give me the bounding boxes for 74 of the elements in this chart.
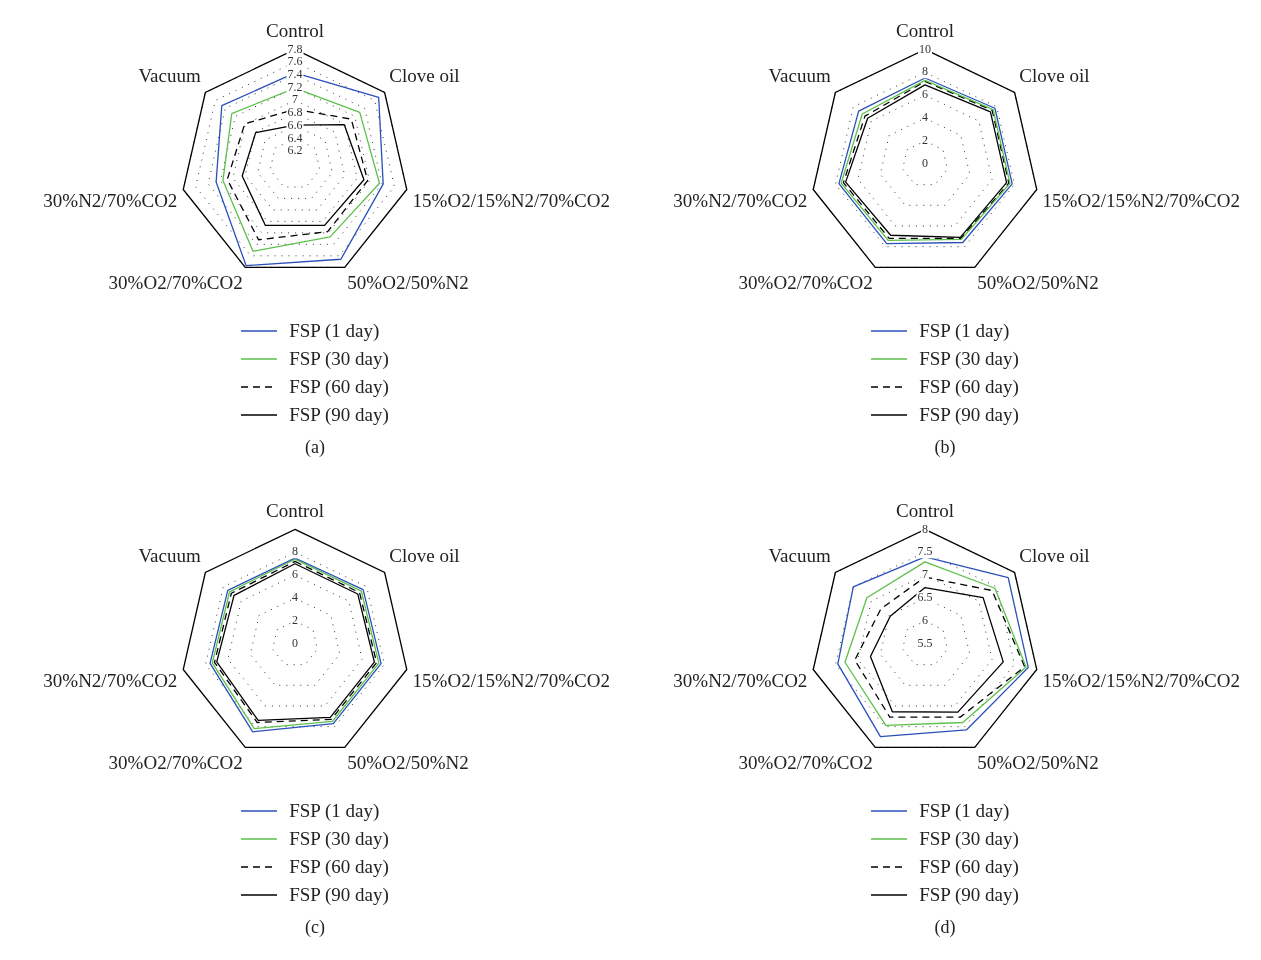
y-tick-label: 0 xyxy=(292,636,298,651)
y-tick-label: 2 xyxy=(292,613,298,628)
legend-label: FSP (90 day) xyxy=(919,884,1019,906)
spoke-label: Vacuum xyxy=(138,545,201,567)
text: (b) xyxy=(934,437,956,458)
spoke-label: 30%N2/70%CO2 xyxy=(43,670,178,692)
spoke-label: 30%O2/70%CO2 xyxy=(738,752,873,774)
spoke-label: 30%O2/70%CO2 xyxy=(108,272,243,294)
y-tick-label: 8 xyxy=(922,521,928,536)
spoke-label: Vacuum xyxy=(138,65,201,87)
y-tick-label: 7 xyxy=(292,92,298,107)
y-tick-label: 6 xyxy=(922,613,928,628)
spoke-label: Clove oil xyxy=(1019,545,1090,567)
spoke-label: 50%O2/50%N2 xyxy=(347,752,469,774)
y-tick-label: 6.8 xyxy=(287,105,303,120)
y-tick-label: 6.6 xyxy=(287,117,303,132)
y-tick-label: 0 xyxy=(922,156,928,171)
legend-label: FSP (60 day) xyxy=(919,856,1019,878)
y-tick-label: 6.5 xyxy=(917,590,933,605)
spoke-label: 15%O2/15%N2/70%CO2 xyxy=(1042,190,1241,212)
y-tick-label: 2 xyxy=(922,133,928,148)
legend-label: FSP (60 day) xyxy=(289,376,389,398)
y-tick-label: 6.2 xyxy=(287,143,303,158)
y-tick-label: 7 xyxy=(922,567,928,582)
y-tick-label: 6.4 xyxy=(287,130,303,145)
spoke-label: 30%O2/70%CO2 xyxy=(108,752,243,774)
legend-label: FSP (1 day) xyxy=(919,320,1010,342)
y-tick-label: 6 xyxy=(922,87,928,102)
spoke-label: 15%O2/15%N2/70%CO2 xyxy=(1042,670,1241,692)
legend-label: FSP (60 day) xyxy=(289,856,389,878)
y-tick-label: 7.6 xyxy=(287,54,303,69)
spoke-label: Clove oil xyxy=(1019,65,1090,87)
y-tick-label: 7.2 xyxy=(287,79,303,94)
text: (a) xyxy=(305,437,325,458)
y-tick-label: 7.5 xyxy=(917,544,933,559)
spoke-label: 30%O2/70%CO2 xyxy=(738,272,873,294)
spoke-label: Clove oil xyxy=(389,65,460,87)
spoke-label: 30%N2/70%CO2 xyxy=(673,190,808,212)
y-tick-label: 7.8 xyxy=(287,41,303,56)
spoke-label: 30%N2/70%CO2 xyxy=(673,670,808,692)
text: (c) xyxy=(305,917,325,938)
spoke-label: 50%O2/50%N2 xyxy=(347,272,469,294)
legend-label: FSP (90 day) xyxy=(289,884,389,906)
spoke-label: 50%O2/50%N2 xyxy=(977,752,1099,774)
legend-label: FSP (30 day) xyxy=(289,348,389,370)
spoke-label: 30%N2/70%CO2 xyxy=(43,190,178,212)
y-tick-label: 4 xyxy=(292,590,298,605)
legend-label: FSP (90 day) xyxy=(919,404,1019,426)
legend-label: FSP (1 day) xyxy=(919,800,1010,822)
legend-label: FSP (60 day) xyxy=(919,376,1019,398)
spoke-label: Clove oil xyxy=(389,545,460,567)
y-tick-label: 8 xyxy=(922,64,928,79)
spoke-label: Control xyxy=(895,19,955,41)
y-tick-label: 4 xyxy=(922,110,928,125)
spoke-label: Vacuum xyxy=(768,65,831,87)
text: (d) xyxy=(934,917,956,938)
legend-label: FSP (1 day) xyxy=(289,320,380,342)
legend-label: FSP (90 day) xyxy=(289,404,389,426)
y-tick-label: 7.4 xyxy=(287,66,303,81)
legend-label: FSP (30 day) xyxy=(289,828,389,850)
spoke-label: Control xyxy=(265,499,325,521)
legend-label: FSP (30 day) xyxy=(919,828,1019,850)
y-tick-label: 8 xyxy=(292,544,298,559)
spoke-label: 50%O2/50%N2 xyxy=(977,272,1099,294)
spoke-label: Vacuum xyxy=(768,545,831,567)
y-tick-label: 5.5 xyxy=(917,636,933,651)
y-tick-label: 10 xyxy=(919,41,931,56)
spoke-label: 15%O2/15%N2/70%CO2 xyxy=(412,190,611,212)
spoke-label: Control xyxy=(895,499,955,521)
legend-label: FSP (1 day) xyxy=(289,800,380,822)
legend-label: FSP (30 day) xyxy=(919,348,1019,370)
y-tick-label: 6 xyxy=(292,567,298,582)
spoke-label: 15%O2/15%N2/70%CO2 xyxy=(412,670,611,692)
spoke-label: Control xyxy=(265,19,325,41)
